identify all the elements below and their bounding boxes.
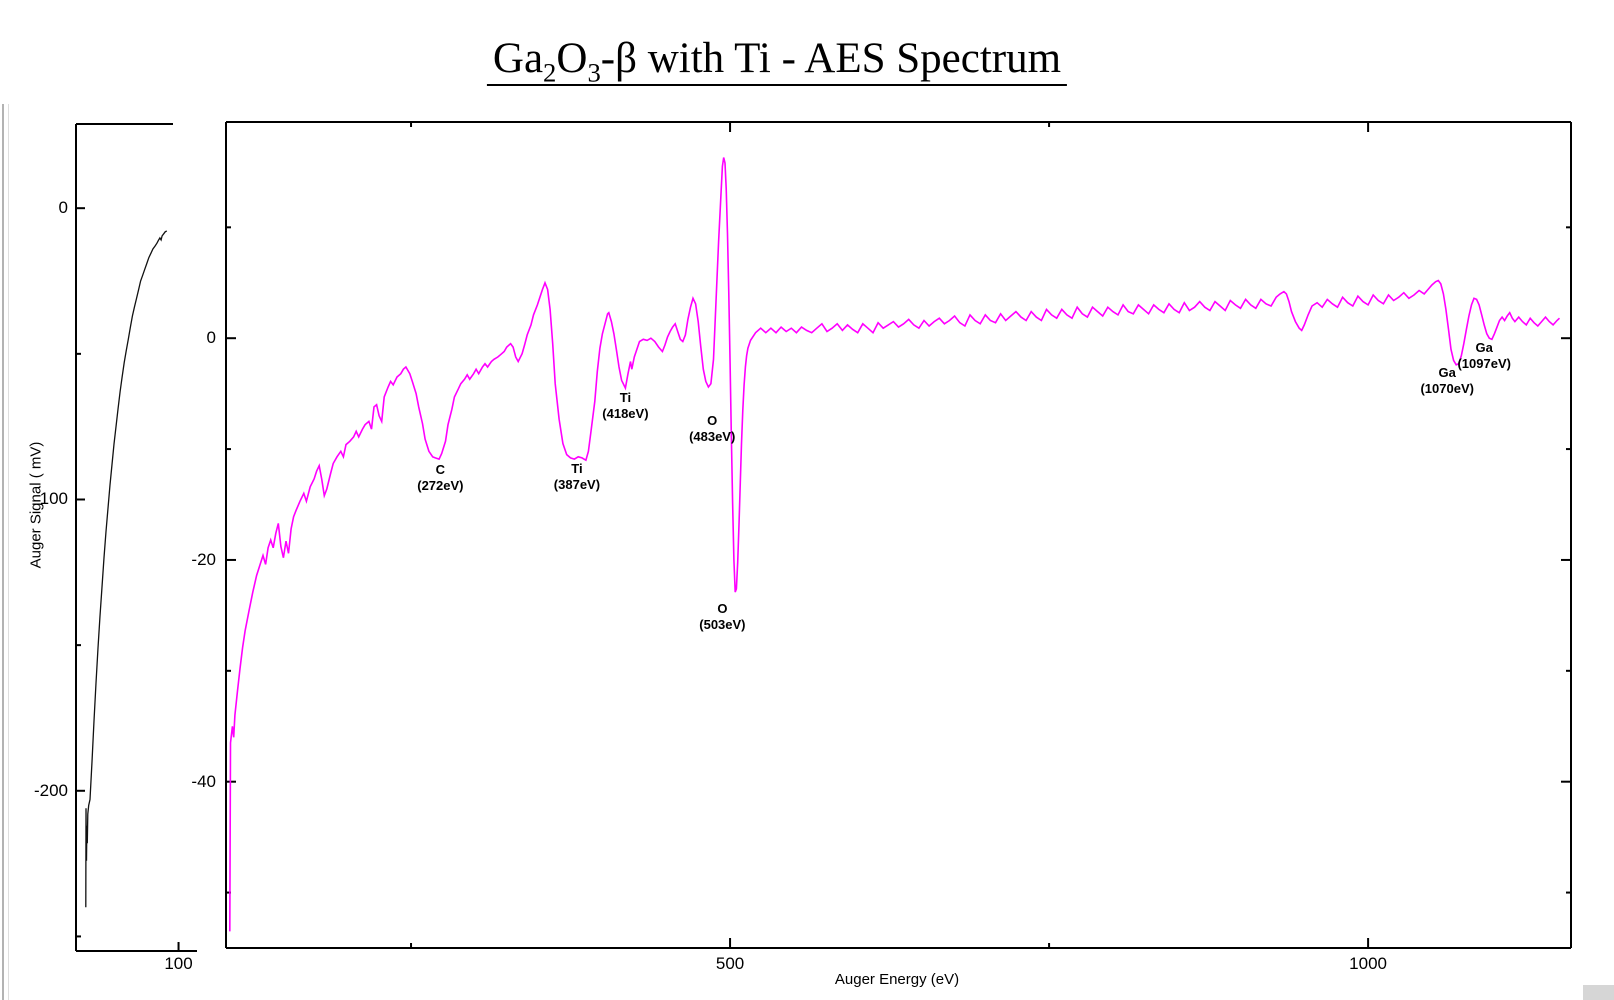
y-tick-label: 100 <box>39 489 68 509</box>
peak-energy-value: (483eV) <box>689 429 736 445</box>
y-tick-label: -20 <box>191 549 216 569</box>
title-subscript: 2 <box>543 57 557 88</box>
title-text: Ga <box>492 35 544 82</box>
title-subscript: 3 <box>587 57 601 88</box>
peak-energy-value: (387eV) <box>553 477 601 493</box>
peak-element-symbol: Ga <box>1475 340 1493 356</box>
peak-energy-value: (1097eV) <box>1457 356 1511 372</box>
peak-element-symbol: Ti <box>619 390 632 406</box>
peak-label-ti418: Ti (418eV) <box>602 390 648 422</box>
x-axis-label: Auger Energy (eV) <box>834 971 960 988</box>
title-text: -β with Ti - AES Spectrum <box>600 35 1062 82</box>
peak-energy-value: (1070eV) <box>1420 380 1474 396</box>
y-tick-label: -40 <box>191 771 216 791</box>
x-tick-label: 100 <box>164 954 193 973</box>
peak-element-symbol: O <box>707 413 718 429</box>
low-energy-inset-curve <box>85 230 168 908</box>
y-tick-label: 0 <box>58 198 68 218</box>
peak-label-o503: O (503eV) <box>699 601 745 633</box>
peak-element-symbol: C <box>435 462 446 478</box>
peak-label-ti387: Ti (387eV) <box>554 461 600 493</box>
bottom-right-gray-patch <box>1583 985 1614 1000</box>
peak-label-ga1070: Ga (1070eV) <box>1420 365 1473 397</box>
peak-energy-value: (272eV) <box>417 478 464 494</box>
chart-title: Ga2O3-β with Ti - AES Spectrum <box>486 34 1068 88</box>
x-tick-label: 1000 <box>1349 954 1388 973</box>
y-tick-label: 0 <box>206 328 216 348</box>
peak-energy-value: (418eV) <box>602 406 649 422</box>
y-axis-label: Auger Signal ( mV) <box>27 441 45 569</box>
peak-element-symbol: Ti <box>571 461 583 477</box>
y-tick-label: -200 <box>33 780 68 800</box>
peak-label-o483: O (483eV) <box>689 413 735 445</box>
title-text: O <box>556 35 588 82</box>
left-edge-strip-inner <box>8 104 9 1000</box>
peak-energy-value: (503eV) <box>699 616 746 632</box>
peak-label-c272: C (272eV) <box>417 462 463 494</box>
peak-element-symbol: O <box>717 600 728 616</box>
left-edge-strip <box>2 104 4 1000</box>
peak-label-ga1097: Ga (1097eV) <box>1457 340 1510 372</box>
peak-element-symbol: Ga <box>1438 364 1456 380</box>
aes-spectrum-main-curve <box>229 157 1561 932</box>
x-tick-label: 500 <box>715 954 745 973</box>
